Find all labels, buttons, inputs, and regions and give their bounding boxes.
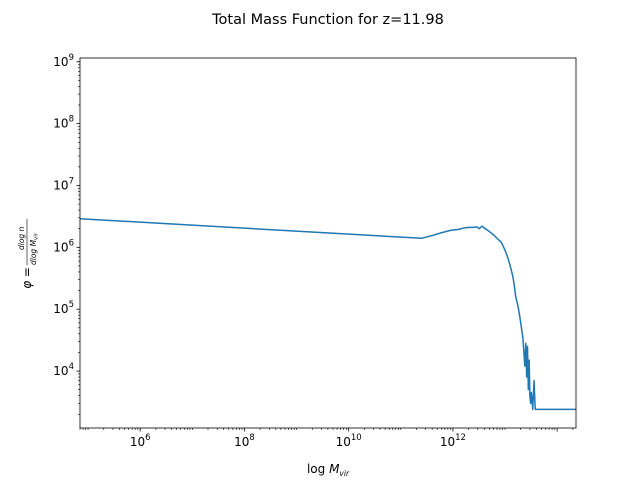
y-axis-ticks: 104 105 106 107 108 109 (53, 53, 80, 415)
svg-text:dlog Mvir: dlog Mvir (29, 232, 40, 265)
mass-function-line (79, 217, 576, 411)
y-tick-label: 108 (53, 115, 74, 131)
svg-text:φ =: φ = (20, 267, 34, 289)
svg-text:dlog n: dlog n (17, 226, 26, 250)
plot-area (79, 217, 576, 411)
y-tick-label: 106 (53, 238, 74, 254)
y-axis-label: φ = dlog n dlog Mvir (17, 219, 40, 289)
y-tick-label: 104 (53, 362, 74, 378)
x-tick-label: 108 (234, 433, 255, 449)
x-tick-label: 1010 (336, 433, 362, 449)
chart-title: Total Mass Function for z=11.98 (211, 12, 444, 28)
x-tick-label: 106 (130, 433, 151, 449)
x-tick-label: 1012 (440, 433, 466, 449)
y-tick-label: 107 (53, 176, 74, 192)
y-tick-label: 109 (53, 53, 74, 69)
x-axis-label: log Mvir (307, 462, 350, 478)
x-axis-ticks: 106 108 1010 1012 (79, 428, 574, 449)
y-tick-label: 105 (53, 300, 74, 316)
